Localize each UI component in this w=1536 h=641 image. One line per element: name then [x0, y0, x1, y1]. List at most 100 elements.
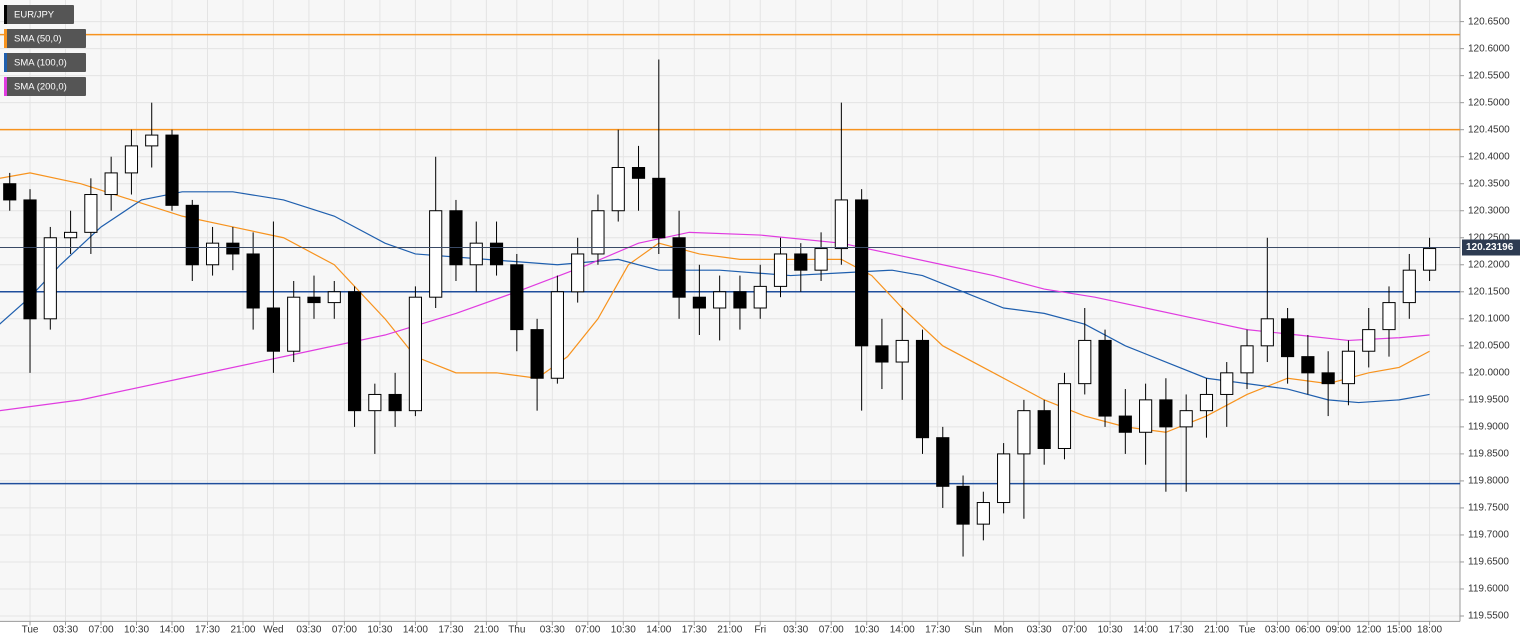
legend-box	[4, 5, 74, 24]
candle-body	[1078, 339, 1092, 385]
y-tick-label: 120.0000	[1468, 367, 1510, 378]
x-tick-label: 10:30	[367, 625, 392, 636]
y-tick-label: 120.2000	[1468, 259, 1510, 270]
candle-body	[834, 199, 848, 250]
legend-label: SMA (200,0)	[14, 82, 67, 93]
y-tick-label: 119.5500	[1468, 611, 1509, 622]
x-tick-label: Fri	[754, 625, 766, 636]
candle-body	[124, 145, 139, 174]
candle-body	[915, 339, 930, 439]
candle-body	[64, 231, 78, 239]
candle-body	[1199, 393, 1214, 412]
candle-body	[266, 307, 281, 352]
candle-body	[3, 183, 17, 201]
candle-body	[672, 237, 686, 298]
x-tick-label: 21:00	[1204, 625, 1229, 636]
candle-body	[469, 242, 483, 266]
last-price-label: 120.23196	[1466, 242, 1514, 253]
x-tick-label: 14:00	[646, 625, 671, 636]
candle-body	[591, 210, 605, 255]
y-tick-label: 120.2500	[1468, 232, 1510, 243]
candle-body	[1422, 248, 1437, 271]
x-tick-label: 03:00	[1265, 625, 1290, 636]
x-tick-label: 21:00	[230, 625, 255, 636]
candle-body	[368, 393, 382, 412]
candle-body	[1321, 372, 1335, 385]
y-tick-label: 120.4500	[1468, 124, 1510, 135]
x-tick-label: 10:30	[611, 625, 636, 636]
candle-body	[205, 242, 220, 266]
candle-body	[347, 291, 362, 412]
x-tick-label: 17:30	[195, 625, 220, 636]
candle-body	[1037, 410, 1051, 449]
legend-swatch	[4, 29, 7, 48]
x-tick-label: 10:30	[1098, 625, 1123, 636]
candle-body	[956, 485, 970, 525]
legend-swatch	[4, 5, 7, 24]
y-tick-label: 120.4000	[1468, 151, 1510, 162]
legend-swatch	[4, 53, 7, 72]
candle-body	[43, 237, 57, 320]
candle-body	[185, 204, 199, 266]
x-tick-label: 12:00	[1356, 625, 1381, 636]
candle-body	[692, 296, 706, 309]
x-tick-label: 07:00	[575, 625, 600, 636]
candle-body	[1057, 383, 1072, 449]
candle-body	[611, 167, 625, 212]
x-tick-label: 14:00	[403, 625, 428, 636]
x-tick-label: 18:00	[1417, 625, 1442, 636]
y-tick-label: 119.8500	[1468, 449, 1509, 460]
candle-body	[327, 291, 341, 304]
candle-body	[307, 296, 321, 304]
candle-body	[631, 167, 646, 179]
candle-body	[814, 248, 828, 271]
x-tick-label: 03:30	[1027, 625, 1052, 636]
candle-body	[1382, 302, 1396, 331]
candle-body	[976, 502, 990, 525]
candle-body	[226, 242, 240, 255]
candle-body	[287, 296, 301, 352]
candle-body	[571, 253, 585, 293]
y-tick-label: 120.3500	[1468, 178, 1510, 189]
candle-body	[1362, 329, 1376, 352]
candle-body	[1017, 410, 1031, 455]
legend-label: SMA (100,0)	[14, 58, 67, 69]
candle-body	[733, 291, 747, 309]
y-tick-label: 120.0500	[1468, 340, 1510, 351]
x-tick-label: Mon	[994, 625, 1013, 636]
y-tick-label: 119.6000	[1468, 584, 1509, 595]
x-tick-label: 21:00	[717, 625, 742, 636]
x-tick-label: 14:00	[890, 625, 915, 636]
candle-body	[773, 253, 788, 287]
y-tick-label: 120.6500	[1468, 16, 1510, 27]
x-tick-label: 07:00	[88, 625, 113, 636]
candle-body	[510, 264, 524, 331]
legend-box	[4, 77, 86, 96]
candle-body	[1220, 372, 1234, 395]
x-tick-label: 10:30	[124, 625, 149, 636]
candle-body	[1139, 399, 1153, 433]
y-tick-label: 119.7500	[1468, 503, 1509, 514]
legend-label: EUR/JPY	[14, 10, 55, 21]
x-tick-label: 10:30	[854, 625, 879, 636]
candle-body	[875, 345, 889, 363]
y-tick-label: 120.1500	[1468, 286, 1510, 297]
x-tick-label: 07:00	[332, 625, 357, 636]
candle-body	[1402, 269, 1416, 304]
x-tick-label: 03:30	[540, 625, 565, 636]
candle-body	[936, 437, 950, 487]
last-price-box	[1462, 239, 1520, 256]
sma-line	[0, 172, 1430, 433]
y-tick-label: 119.9500	[1468, 394, 1509, 405]
candle-body	[388, 393, 402, 412]
y-tick-label: 120.6000	[1468, 43, 1510, 54]
x-tick-label: Tue	[1239, 625, 1256, 636]
x-tick-label: Thu	[508, 625, 525, 636]
x-axis-background	[0, 621, 1460, 641]
candle-body	[489, 242, 504, 266]
candle-body	[895, 339, 909, 363]
candle-body	[23, 199, 37, 320]
x-tick-label: Tue	[22, 625, 39, 636]
candle-body	[408, 296, 422, 412]
